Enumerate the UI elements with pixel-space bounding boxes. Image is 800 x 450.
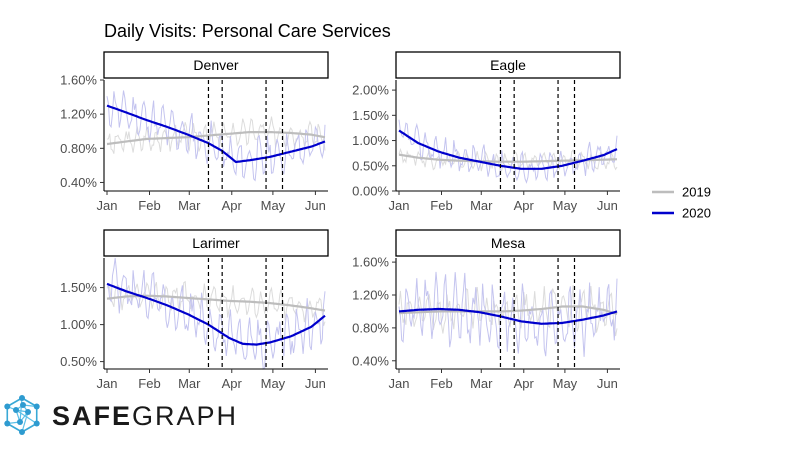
daily-2020-line xyxy=(398,271,618,357)
x-tick-label: Mar xyxy=(178,198,201,213)
x-tick-label: Feb xyxy=(138,376,160,391)
x-tick-label: Jun xyxy=(597,198,618,213)
x-tick-label: Jun xyxy=(305,376,326,391)
x-tick-label: Feb xyxy=(430,376,452,391)
x-tick-label: Apr xyxy=(514,198,535,213)
x-tick-label: Mar xyxy=(470,198,493,213)
brand-part1: SAFE xyxy=(52,401,132,431)
strip-title: Eagle xyxy=(490,57,526,73)
chart-title: Daily Visits: Personal Care Services xyxy=(104,21,391,41)
panel-eagle: Eagle 0.00% 0.50% 1.00% 1.50% 2.00% Jan Feb Mar A… xyxy=(352,51,621,213)
y-tick-label: 0.80% xyxy=(352,320,389,335)
x-tick-label: Apr xyxy=(514,376,535,391)
panel-denver: Denver 0.40% 0.80% 1.20% 1.60% Jan Feb Mar Apr Ma… xyxy=(60,51,329,213)
x-tick-label: May xyxy=(261,198,286,213)
daily-2019-line xyxy=(106,280,326,326)
trend-2019-line xyxy=(106,131,326,146)
x-tick-label: May xyxy=(261,376,286,391)
logo-node xyxy=(33,403,40,410)
daily-2020-line xyxy=(106,90,326,182)
trend-2019-line xyxy=(398,305,618,315)
x-tick-label: Jun xyxy=(597,376,618,391)
y-tick-label: 2.00% xyxy=(352,83,389,98)
x-tick-label: Jan xyxy=(389,376,410,391)
x-tick-label: Mar xyxy=(470,376,493,391)
y-tick-label: 1.00% xyxy=(60,317,97,332)
y-tick-label: 0.50% xyxy=(60,354,97,369)
x-tick-label: Jan xyxy=(97,376,118,391)
y-tick-label: 0.40% xyxy=(60,175,97,190)
y-tick-label: 0.40% xyxy=(352,353,389,368)
daily-2019-line xyxy=(106,116,326,154)
logo-node xyxy=(4,403,11,410)
safegraph-logo-icon xyxy=(4,395,40,435)
legend: 2019 2020 xyxy=(652,185,711,221)
legend-label-2020: 2020 xyxy=(682,206,711,221)
x-tick-label: Feb xyxy=(138,198,160,213)
logo-node xyxy=(4,420,11,427)
logo-node xyxy=(13,407,19,413)
logo-node xyxy=(25,409,31,415)
x-tick-label: Jan xyxy=(389,198,410,213)
trend-2020-line xyxy=(106,282,326,346)
strip-box xyxy=(103,51,329,79)
y-tick-label: 1.60% xyxy=(60,73,97,88)
y-tick-label: 1.60% xyxy=(352,255,389,270)
strip-box xyxy=(395,229,621,257)
strip-box xyxy=(103,229,329,257)
x-tick-label: May xyxy=(553,198,578,213)
trend-2020-line xyxy=(106,104,326,164)
logo-edge xyxy=(19,397,23,423)
logo-node xyxy=(17,419,23,425)
x-tick-label: Jan xyxy=(97,198,118,213)
daily-2020-line xyxy=(398,119,618,184)
brand-part2: GRAPH xyxy=(132,401,238,431)
trend-2020-line xyxy=(398,307,618,325)
x-tick-label: Feb xyxy=(430,198,452,213)
y-tick-label: 1.00% xyxy=(352,133,389,148)
panel-larimer: Larimer 0.50% 1.00% 1.50% Jan Feb Mar Apr May Jun xyxy=(60,229,329,391)
logo-node xyxy=(33,420,40,427)
y-tick-label: 1.50% xyxy=(60,280,97,295)
x-tick-label: Jun xyxy=(305,198,326,213)
legend-label-2019: 2019 xyxy=(682,185,711,200)
x-tick-label: Apr xyxy=(222,198,243,213)
y-tick-label: 0.80% xyxy=(60,141,97,156)
y-tick-label: 0.00% xyxy=(352,184,389,199)
x-tick-label: May xyxy=(553,376,578,391)
brand-wordmark: SAFEGRAPH xyxy=(52,401,238,431)
strip-box xyxy=(395,51,621,79)
safegraph-logo: SAFEGRAPH xyxy=(4,395,238,435)
logo-node xyxy=(19,429,25,435)
y-tick-label: 1.50% xyxy=(352,108,389,123)
x-tick-label: Apr xyxy=(222,376,243,391)
panel-mesa: Mesa 0.40% 0.80% 1.20% 1.60% Jan Feb Mar Apr May J… xyxy=(352,229,621,391)
x-tick-label: Mar xyxy=(178,376,201,391)
trend-2020-line xyxy=(398,129,618,170)
strip-title: Mesa xyxy=(491,235,525,251)
strip-title: Larimer xyxy=(192,235,240,251)
logo-edge xyxy=(21,411,29,433)
daily-2020-line xyxy=(106,257,326,370)
logo-node xyxy=(19,395,25,401)
panels: Denver 0.40% 0.80% 1.20% 1.60% Jan Feb Mar Apr Ma… xyxy=(60,51,621,391)
strip-title: Denver xyxy=(193,57,238,73)
y-tick-label: 1.20% xyxy=(352,288,389,303)
logo-node xyxy=(20,402,26,408)
y-tick-label: 0.50% xyxy=(352,158,389,173)
y-tick-label: 1.20% xyxy=(60,107,97,122)
